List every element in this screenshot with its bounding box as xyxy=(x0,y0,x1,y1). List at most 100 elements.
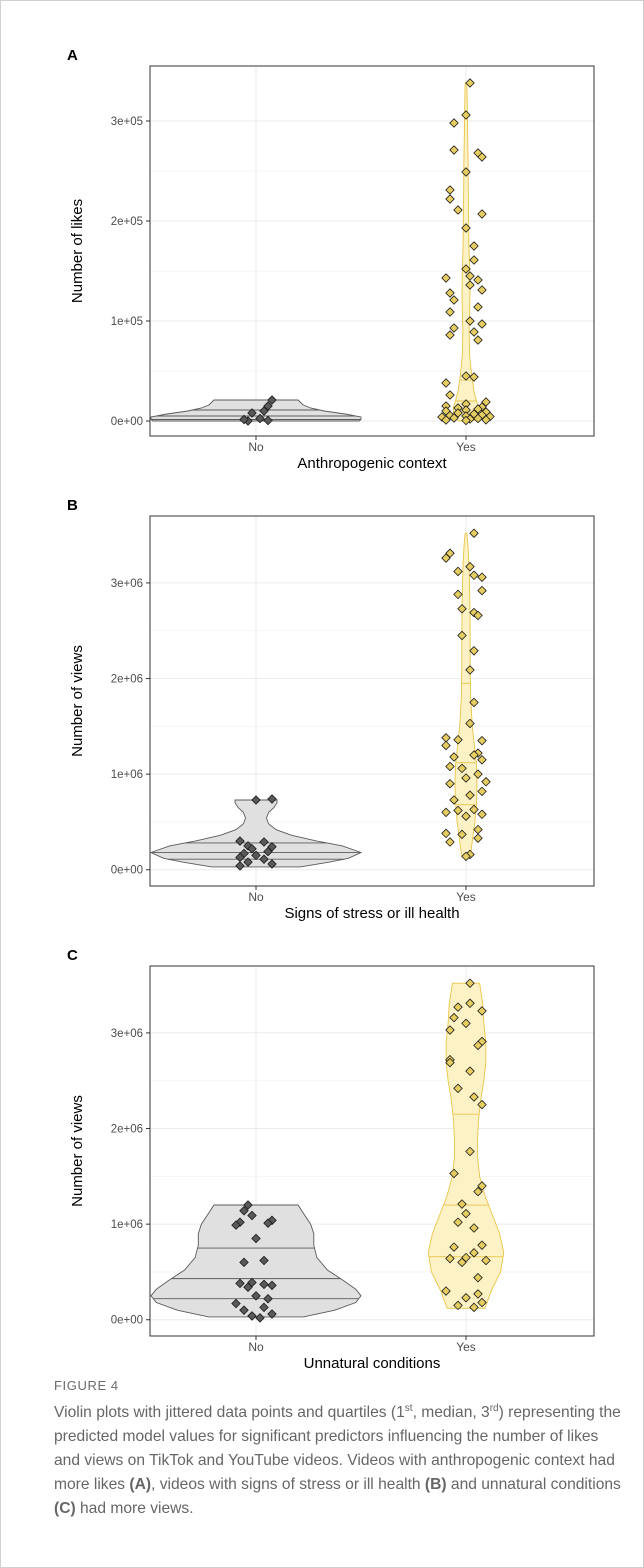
data-point xyxy=(453,1300,463,1311)
data-point xyxy=(481,415,491,425)
figure-caption: FIGURE 4 Violin plots with jittered data… xyxy=(54,1378,624,1521)
data-point xyxy=(453,589,463,600)
violin-yes xyxy=(454,532,478,857)
data-point xyxy=(453,1083,463,1094)
data-point xyxy=(449,795,459,805)
data-point xyxy=(445,1057,455,1068)
data-point xyxy=(449,145,459,155)
data-point xyxy=(469,750,479,760)
data-point xyxy=(445,288,455,298)
data-point xyxy=(235,836,245,846)
data-point xyxy=(469,804,479,815)
data-point xyxy=(481,777,491,787)
panel-c: C 0e+00 1e+06 2e+06 3e+06 No Yes Unnatural cond… xyxy=(67,947,595,1370)
y-tick-label: 0e+00 xyxy=(111,1315,143,1327)
data-point xyxy=(469,646,479,656)
violin-yes xyxy=(427,982,505,1309)
data-point xyxy=(263,1293,273,1304)
panel-label: A xyxy=(67,47,78,64)
data-point xyxy=(469,255,479,265)
data-point xyxy=(255,413,265,424)
data-point xyxy=(461,811,471,821)
data-point xyxy=(247,1210,257,1221)
data-point xyxy=(453,1217,463,1227)
data-point xyxy=(461,110,471,120)
data-point xyxy=(251,850,261,861)
data-point xyxy=(477,319,487,329)
data-point xyxy=(441,740,451,751)
caption-part: Violin plots with jittered data points a… xyxy=(54,1404,405,1421)
data-point xyxy=(449,323,459,333)
caption-part: and unnatural conditions xyxy=(446,1476,621,1493)
data-point xyxy=(445,390,455,400)
data-point xyxy=(453,408,463,418)
data-point xyxy=(465,665,475,675)
data-point xyxy=(449,1168,459,1179)
data-point xyxy=(441,1286,451,1296)
data-point xyxy=(461,773,471,783)
data-point xyxy=(445,307,455,317)
data-point xyxy=(449,1242,459,1252)
data-point xyxy=(481,397,491,407)
data-point xyxy=(473,610,483,621)
figure-4-plots: A 0e+00 1e+05 2e+05 3e+05 No Yes Anthropogenic … xyxy=(67,47,595,1370)
panel-label: B xyxy=(67,497,78,514)
data-point xyxy=(477,585,487,596)
data-point xyxy=(461,1018,471,1029)
data-point xyxy=(473,413,483,424)
data-point xyxy=(453,1002,463,1012)
data-point xyxy=(239,414,249,425)
data-point xyxy=(457,1199,467,1209)
data-point xyxy=(469,372,479,382)
y-tick-label: 1e+06 xyxy=(111,769,143,781)
data-point xyxy=(251,1233,261,1244)
data-point xyxy=(461,851,471,862)
data-point xyxy=(469,570,479,581)
data-point xyxy=(473,824,483,835)
data-point xyxy=(441,553,451,563)
data-point xyxy=(477,1099,487,1110)
data-point xyxy=(481,1255,491,1266)
data-point xyxy=(453,566,463,577)
data-point xyxy=(473,769,483,779)
x-tick-label: No xyxy=(248,1340,264,1354)
data-point xyxy=(235,1278,245,1289)
data-point xyxy=(267,859,277,869)
data-point xyxy=(469,1302,479,1313)
data-point xyxy=(477,786,487,797)
data-point xyxy=(263,401,273,411)
y-axis-title: Number of likes xyxy=(69,199,86,303)
data-point xyxy=(231,1220,241,1230)
data-point xyxy=(267,395,277,405)
data-point xyxy=(457,603,467,614)
caption-part: , median, 3 xyxy=(412,1404,490,1421)
data-point xyxy=(251,795,261,805)
data-point xyxy=(477,1006,487,1016)
data-point xyxy=(465,978,475,988)
data-point xyxy=(445,185,455,195)
panel-border xyxy=(149,65,595,437)
y-tick-label: 3e+06 xyxy=(111,578,143,590)
y-tick-label: 2e+06 xyxy=(111,1124,143,1136)
data-point xyxy=(251,1291,261,1301)
data-point xyxy=(259,837,269,847)
data-point xyxy=(255,1313,265,1323)
data-point xyxy=(267,1280,277,1291)
data-point xyxy=(461,1208,471,1219)
data-point xyxy=(239,1305,249,1315)
data-point xyxy=(259,1302,269,1313)
y-tick-label: 1e+05 xyxy=(111,316,143,328)
data-point xyxy=(477,755,487,765)
violin-yes xyxy=(452,82,480,422)
data-point xyxy=(461,1292,471,1303)
x-tick-label: No xyxy=(248,890,264,904)
x-tick-label: No xyxy=(248,440,264,454)
caption-panel-ref: (C) xyxy=(54,1500,76,1517)
data-point xyxy=(239,1205,249,1216)
data-point xyxy=(465,561,475,572)
data-point xyxy=(469,241,479,251)
data-point xyxy=(239,1257,249,1268)
figure-label: FIGURE 4 xyxy=(54,1378,119,1393)
data-point xyxy=(453,205,463,215)
y-tick-label: 2e+06 xyxy=(111,674,143,686)
